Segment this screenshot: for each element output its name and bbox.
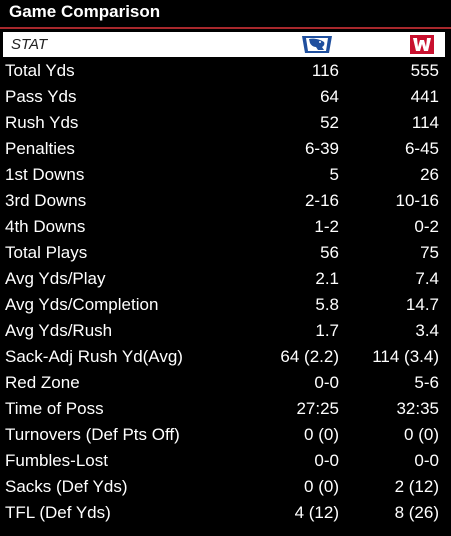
stat-name: Total Yds bbox=[5, 61, 75, 80]
stat-column-header: STAT bbox=[11, 36, 48, 53]
table-row: Time of Poss 27:25 32:35 bbox=[0, 396, 451, 422]
home-value: 32:35 bbox=[396, 399, 439, 418]
table-row: Total Plays 56 75 bbox=[0, 240, 451, 266]
home-value: 8 (26) bbox=[394, 503, 439, 522]
wisconsin-w-logo-icon bbox=[410, 35, 434, 54]
away-value: 27:25 bbox=[296, 399, 339, 418]
away-value: 56 bbox=[320, 243, 339, 262]
home-value: 26 bbox=[420, 165, 439, 184]
home-value: 0 (0) bbox=[404, 425, 439, 444]
stat-name: Turnovers (Def Pts Off) bbox=[5, 425, 180, 444]
table-row: Sack-Adj Rush Yd(Avg) 64 (2.2) 114 (3.4) bbox=[0, 344, 451, 370]
home-value: 0-0 bbox=[414, 451, 439, 470]
away-value: 116 bbox=[311, 61, 339, 80]
table-row: Avg Yds/Completion 5.8 14.7 bbox=[0, 292, 451, 318]
eiu-panther-logo-icon bbox=[302, 36, 332, 53]
stats-table: Total Yds 116 555 Pass Yds 64 441 Rush Yds 52 11… bbox=[0, 58, 451, 526]
table-header-row: STAT bbox=[3, 32, 445, 57]
away-value: 0-0 bbox=[314, 451, 339, 470]
table-row: 1st Downs 5 26 bbox=[0, 162, 451, 188]
table-row: Avg Yds/Play 2.1 7.4 bbox=[0, 266, 451, 292]
table-row: Turnovers (Def Pts Off) 0 (0) 0 (0) bbox=[0, 422, 451, 448]
home-value: 2 (12) bbox=[394, 477, 439, 496]
stat-name: Time of Poss bbox=[5, 399, 104, 418]
away-value: 1.7 bbox=[315, 321, 339, 340]
stat-name: 4th Downs bbox=[5, 217, 86, 236]
home-value: 7.4 bbox=[415, 269, 439, 288]
away-value: 0 (0) bbox=[304, 425, 339, 444]
stat-name: 3rd Downs bbox=[5, 191, 87, 210]
stat-name: Pass Yds bbox=[5, 87, 77, 106]
table-row: Pass Yds 64 441 bbox=[0, 84, 451, 110]
home-value: 441 bbox=[410, 87, 439, 106]
table-row: Fumbles-Lost 0-0 0-0 bbox=[0, 448, 451, 474]
home-value: 75 bbox=[420, 243, 439, 262]
table-row: TFL (Def Yds) 4 (12) 8 (26) bbox=[0, 500, 451, 526]
stat-name: Avg Yds/Play bbox=[5, 269, 106, 288]
home-value: 5-6 bbox=[414, 373, 439, 392]
away-value: 4 (12) bbox=[294, 503, 339, 522]
home-value: 555 bbox=[410, 61, 439, 80]
panel-title: Game Comparison bbox=[9, 2, 161, 21]
stat-name: Rush Yds bbox=[5, 113, 79, 132]
away-value: 2.1 bbox=[315, 269, 339, 288]
home-value: 114 (3.4) bbox=[372, 347, 439, 366]
table-row: Penalties 6-39 6-45 bbox=[0, 136, 451, 162]
stat-name: Red Zone bbox=[5, 373, 80, 392]
home-value: 114 bbox=[411, 113, 439, 132]
stat-name: Penalties bbox=[5, 139, 75, 158]
away-value: 6-39 bbox=[304, 139, 339, 158]
table-row: 4th Downs 1-2 0-2 bbox=[0, 214, 451, 240]
away-value: 1-2 bbox=[314, 217, 339, 236]
away-value: 5 bbox=[329, 165, 339, 184]
away-value: 0-0 bbox=[314, 373, 339, 392]
stat-name: Avg Yds/Completion bbox=[5, 295, 159, 314]
away-value: 5.8 bbox=[315, 295, 339, 314]
home-value: 6-45 bbox=[404, 139, 439, 158]
away-value: 0 (0) bbox=[304, 477, 339, 496]
away-value: 64 (2.2) bbox=[280, 347, 339, 366]
home-value: 14.7 bbox=[405, 295, 439, 314]
table-row: Red Zone 0-0 5-6 bbox=[0, 370, 451, 396]
home-value: 3.4 bbox=[415, 321, 439, 340]
away-value: 2-16 bbox=[304, 191, 339, 210]
away-value: 52 bbox=[320, 113, 339, 132]
away-value: 64 bbox=[320, 87, 339, 106]
stat-name: Avg Yds/Rush bbox=[5, 321, 113, 340]
home-value: 10-16 bbox=[395, 191, 439, 210]
table-row: Total Yds 116 555 bbox=[0, 58, 451, 84]
stat-name: Sack-Adj Rush Yd(Avg) bbox=[5, 347, 183, 366]
stat-name: TFL (Def Yds) bbox=[5, 503, 111, 522]
stat-name: Fumbles-Lost bbox=[5, 451, 108, 470]
stat-name: Sacks (Def Yds) bbox=[5, 477, 128, 496]
table-row: Rush Yds 52 114 bbox=[0, 110, 451, 136]
stat-name: Total Plays bbox=[5, 243, 88, 262]
table-row: Avg Yds/Rush 1.7 3.4 bbox=[0, 318, 451, 344]
table-row: 3rd Downs 2-16 10-16 bbox=[0, 188, 451, 214]
stat-name: 1st Downs bbox=[5, 165, 85, 184]
title-bar: Game Comparison bbox=[0, 0, 451, 29]
home-value: 0-2 bbox=[414, 217, 439, 236]
table-row: Sacks (Def Yds) 0 (0) 2 (12) bbox=[0, 474, 451, 500]
